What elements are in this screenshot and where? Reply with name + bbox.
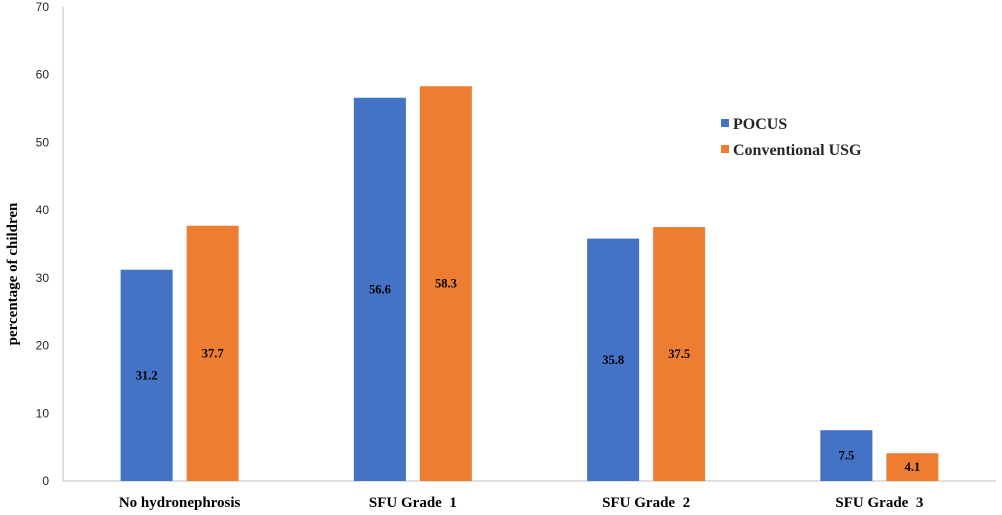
x-category-label: No hydronephrosis (119, 495, 241, 511)
bar-pocus (120, 269, 173, 481)
y-tick-label: 10 (36, 406, 50, 420)
bars (120, 86, 939, 482)
legend: POCUS Conventional USG (721, 116, 862, 159)
data-label-conventional-usg: 58.3 (435, 277, 457, 291)
bar-conventional-usg (653, 227, 706, 481)
legend-label-pocus: POCUS (733, 116, 787, 133)
data-label-pocus: 35.8 (602, 353, 624, 367)
x-category-label: SFU Grade 1 (369, 495, 457, 511)
y-tick-label: 60 (36, 68, 50, 82)
data-label-conventional-usg: 37.7 (202, 346, 224, 360)
y-tick-label: 70 (36, 0, 50, 14)
bar-pocus (587, 238, 640, 481)
category-labels: No hydronephrosis SFU Grade 1 SFU Grade 2 S… (119, 495, 924, 511)
data-label-pocus: 56.6 (369, 282, 391, 296)
legend-swatch-pocus (721, 119, 729, 127)
data-label-pocus: 31.2 (136, 368, 158, 382)
y-tick-labels: 0 10 20 30 40 50 60 70 (36, 0, 50, 488)
data-label-conventional-usg: 4.1 (905, 460, 921, 474)
bar-conventional-usg (886, 453, 939, 481)
y-tick-label: 40 (36, 203, 50, 217)
x-category-label: SFU Grade 2 (602, 495, 690, 511)
bar-pocus (353, 97, 406, 481)
y-tick-label: 50 (36, 135, 50, 149)
data-label-pocus: 7.5 (839, 449, 855, 463)
y-tick-label: 0 (42, 474, 49, 488)
y-axis-label: percentage of children (5, 202, 21, 345)
data-labels: 31.2 37.7 56.6 58.3 35.8 37.5 7.5 4.1 (136, 277, 921, 475)
y-tick-label: 20 (36, 339, 50, 353)
bar-conventional-usg (186, 225, 239, 481)
x-category-label: SFU Grade 3 (835, 495, 923, 511)
legend-label-conventional-usg: Conventional USG (733, 142, 862, 159)
data-label-conventional-usg: 37.5 (668, 347, 690, 361)
y-tick-label: 30 (36, 271, 50, 285)
bar-pocus (820, 430, 873, 481)
legend-swatch-conventional-usg (721, 145, 729, 153)
bar-conventional-usg (419, 86, 472, 482)
